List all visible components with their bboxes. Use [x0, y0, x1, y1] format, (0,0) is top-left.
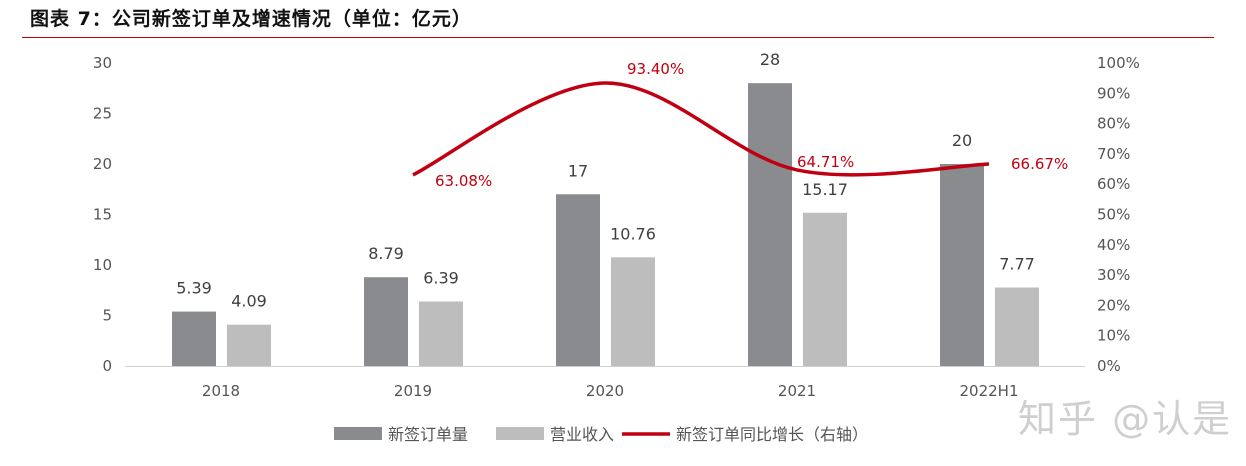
right-axis-tick-label: 60%	[1097, 175, 1130, 193]
bar-revenue	[995, 287, 1039, 366]
bar-data-label: 6.39	[423, 268, 459, 287]
right-axis-tick-label: 90%	[1097, 84, 1130, 102]
bar-data-label: 15.17	[802, 180, 848, 199]
left-axis-tick-label: 0	[102, 357, 112, 375]
legend-label: 营业收入	[550, 425, 614, 444]
right-axis-tick-label: 40%	[1097, 236, 1130, 254]
bar-data-label: 28	[760, 50, 780, 69]
line-data-label: 63.08%	[435, 172, 492, 190]
right-axis-tick-label: 20%	[1097, 296, 1130, 314]
x-axis-tick-label: 2018	[202, 382, 240, 400]
left-axis-tick-label: 20	[93, 155, 112, 173]
left-axis-tick-label: 25	[93, 105, 112, 123]
right-axis-tick-label: 50%	[1097, 206, 1130, 224]
bar-data-label: 7.77	[999, 255, 1035, 274]
right-axis-tick-label: 10%	[1097, 327, 1130, 345]
legend-label: 新签订单量	[388, 425, 468, 444]
right-axis-tick-label: 0%	[1097, 357, 1121, 375]
bar-data-label: 17	[568, 161, 588, 180]
line-data-label: 66.67%	[1011, 155, 1068, 173]
left-axis-tick-label: 30	[93, 54, 112, 72]
growth-line	[412, 81, 990, 177]
bar-new-orders	[172, 311, 216, 366]
right-axis-tick-label: 30%	[1097, 266, 1130, 284]
bar-data-label: 20	[952, 131, 972, 150]
left-axis-tick-label: 10	[93, 256, 112, 274]
x-axis-tick-label: 2021	[778, 382, 816, 400]
x-axis-tick-label: 2019	[394, 382, 432, 400]
bar-new-orders	[748, 83, 792, 366]
bar-new-orders	[556, 194, 600, 366]
right-axis-tick-label: 70%	[1097, 145, 1130, 163]
right-axis-tick-label: 100%	[1097, 54, 1140, 72]
x-axis-tick-label: 2020	[586, 382, 624, 400]
legend-label: 新签订单同比增长（右轴）	[676, 425, 868, 444]
right-axis-tick-label: 80%	[1097, 115, 1130, 133]
bar-data-label: 5.39	[176, 279, 212, 298]
legend-swatch-revenue	[496, 427, 544, 440]
bar-data-label: 10.76	[610, 224, 656, 243]
bar-revenue	[227, 324, 271, 366]
bar-revenue	[803, 212, 847, 366]
bar-new-orders	[364, 277, 408, 366]
x-axis-tick-label: 2022H1	[960, 382, 1019, 400]
bar-data-label: 8.79	[368, 244, 404, 263]
line-data-label: 64.71%	[797, 153, 854, 171]
legend-swatch-new-orders	[334, 427, 382, 440]
bar-revenue	[419, 301, 463, 366]
bar-revenue	[611, 257, 655, 366]
watermark: 知乎 @认是	[1018, 397, 1233, 441]
bar-data-label: 4.09	[231, 292, 267, 311]
left-axis-tick-label: 5	[102, 307, 112, 325]
bar-new-orders	[940, 164, 984, 366]
line-data-label: 93.40%	[627, 60, 684, 78]
title-divider	[22, 37, 1214, 38]
left-axis-tick-label: 15	[93, 206, 112, 224]
chart-title: 图表 7：公司新签订单及增速情况（单位：亿元）	[30, 8, 472, 30]
